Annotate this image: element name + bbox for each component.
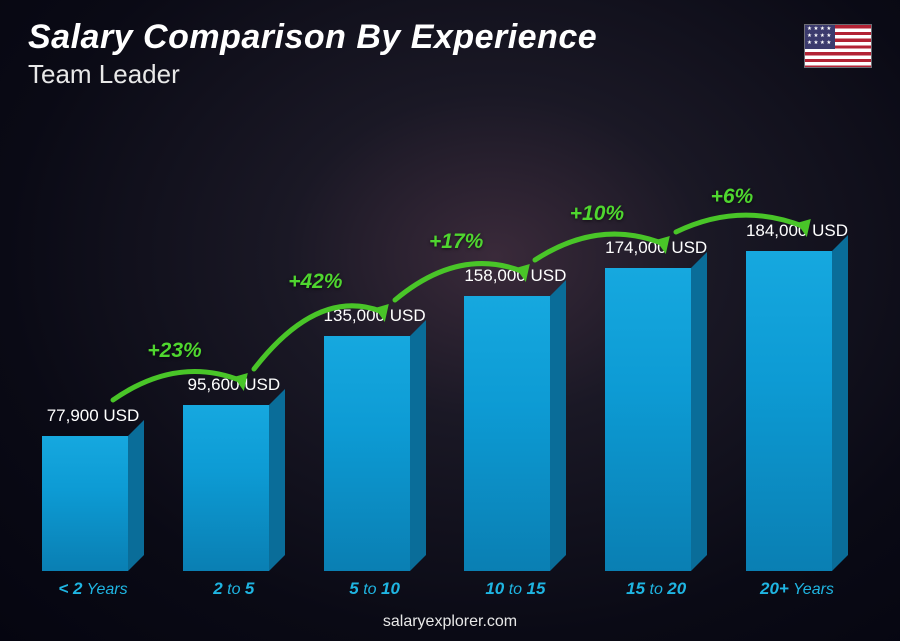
bar — [746, 251, 848, 571]
bar-slot: 184,000 USD — [738, 221, 856, 571]
bar — [324, 336, 426, 571]
flag-icon — [804, 24, 872, 68]
xaxis-label: 5 to 10 — [316, 579, 434, 599]
chart-title: Salary Comparison By Experience — [28, 18, 597, 57]
bar-slot: 174,000 USD — [597, 238, 715, 571]
bar-slot: 77,900 USD — [34, 406, 152, 571]
pct-change-label: +42% — [288, 270, 342, 294]
xaxis-label: 20+ Years — [738, 579, 856, 599]
pct-change-label: +6% — [711, 185, 754, 209]
pct-change-label: +23% — [147, 339, 201, 363]
bars-container: 77,900 USD95,600 USD135,000 USD158,000 U… — [34, 81, 856, 571]
footer-credit: salaryexplorer.com — [0, 613, 900, 631]
xaxis-label: 2 to 5 — [175, 579, 293, 599]
bar — [183, 405, 285, 571]
xaxis-label: 10 to 15 — [456, 579, 574, 599]
xaxis: < 2 Years 2 to 5 5 to 10 10 to 15 15 to 20 20… — [34, 579, 856, 599]
bar — [464, 296, 566, 571]
chart-area: 77,900 USD95,600 USD135,000 USD158,000 U… — [34, 81, 856, 571]
title-block: Salary Comparison By Experience Team Lea… — [28, 18, 597, 90]
xaxis-label: < 2 Years — [34, 579, 152, 599]
bar-slot: 158,000 USD — [456, 266, 574, 571]
bar — [42, 436, 144, 571]
header: Salary Comparison By Experience Team Lea… — [28, 18, 872, 90]
bar-slot: 135,000 USD — [316, 306, 434, 571]
bar-slot: 95,600 USD — [175, 375, 293, 571]
xaxis-label: 15 to 20 — [597, 579, 715, 599]
pct-change-label: +17% — [429, 230, 483, 254]
pct-change-label: +10% — [570, 202, 624, 226]
bar — [605, 268, 707, 571]
